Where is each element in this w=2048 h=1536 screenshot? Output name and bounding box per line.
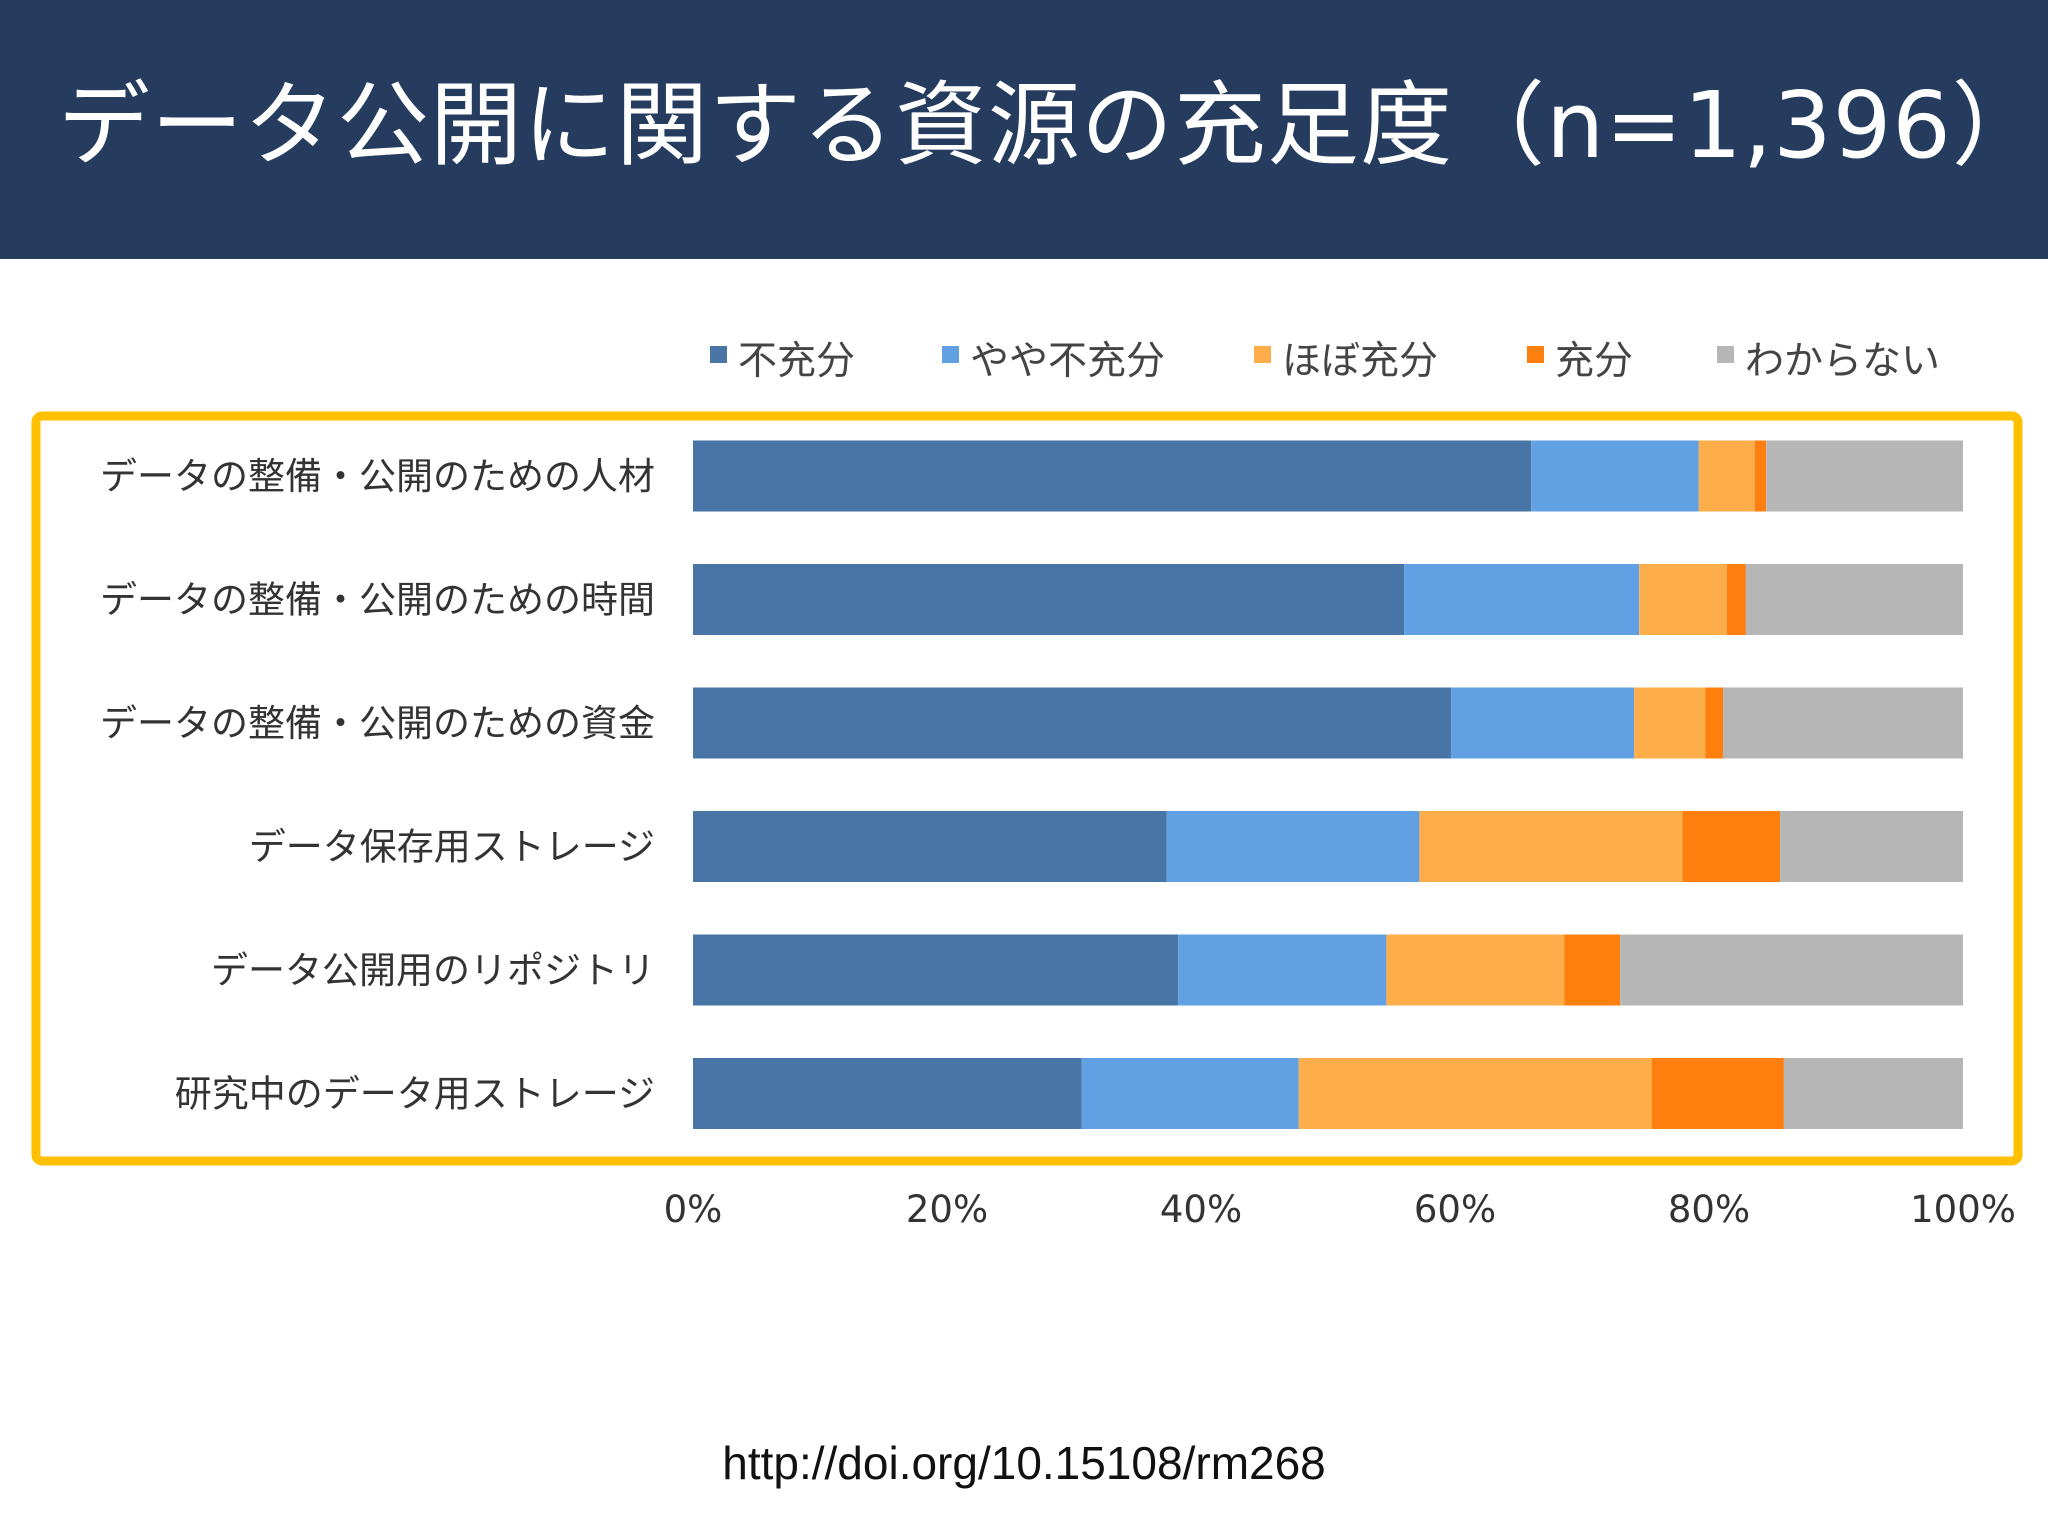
bar-segment-1-4	[1745, 564, 1963, 635]
bar-segment-3-4	[1780, 811, 1963, 882]
legend-label-1: やや不充分	[970, 339, 1165, 384]
bar-segment-2-0	[693, 687, 1452, 759]
bar-segment-5-2	[1298, 1058, 1652, 1129]
bar-area	[693, 440, 1963, 1129]
legend-item-4: わからない	[1717, 339, 1940, 384]
bar-segment-4-3	[1564, 934, 1621, 1006]
highlight-frame	[31, 411, 2023, 1166]
bar-segment-0-4	[1766, 440, 1963, 512]
bar-segment-4-1	[1178, 934, 1387, 1006]
bar-segment-3-2	[1419, 811, 1683, 882]
bar-segment-1-0	[693, 564, 1405, 635]
bar-row-2	[693, 687, 1963, 759]
bar-segment-2-1	[1451, 687, 1635, 759]
bar-segment-2-4	[1723, 687, 1963, 759]
legend-item-1: やや不充分	[942, 339, 1165, 384]
bar-segment-5-0	[693, 1058, 1082, 1129]
x-tick-label-4: 80%	[1668, 1188, 1750, 1231]
bar-segment-0-0	[693, 440, 1532, 512]
legend-label-2: ほぼ充分	[1282, 339, 1438, 384]
x-axis-ticks: 0% 20% 40% 60% 80% 100%	[664, 1188, 2016, 1231]
bar-segment-4-4	[1620, 934, 1963, 1006]
bar-segment-2-3	[1705, 687, 1723, 759]
bar-segment-2-2	[1634, 687, 1706, 759]
bar-segment-0-3	[1754, 440, 1767, 512]
bar-row-1	[693, 564, 1963, 635]
bar-segment-3-0	[693, 811, 1167, 882]
legend-swatch-2	[1254, 346, 1271, 363]
bar-row-3	[693, 811, 1963, 882]
bar-segment-4-0	[693, 934, 1179, 1006]
category-label-5: 研究中のデータ用ストレージ	[175, 1073, 655, 1116]
slide-title: データ公開に関する資源の充足度（n=1,396）	[58, 72, 2045, 179]
legend-swatch-3	[1527, 346, 1544, 363]
legend-item-3: 充分	[1527, 339, 1633, 384]
x-tick-label-2: 40%	[1160, 1188, 1242, 1231]
bar-row-4	[693, 934, 1963, 1006]
source-link[interactable]: http://doi.org/10.15108/rm268	[722, 1437, 1326, 1489]
bar-segment-1-1	[1404, 564, 1640, 635]
bar-segment-3-1	[1166, 811, 1420, 882]
bar-segment-1-3	[1726, 564, 1746, 635]
title-banner: データ公開に関する資源の充足度（n=1,396）	[0, 0, 2048, 259]
bar-segment-5-1	[1081, 1058, 1299, 1129]
legend-label-4: わからない	[1745, 339, 1940, 384]
legend-item-2: ほぼ充分	[1254, 339, 1438, 384]
bar-segment-5-4	[1783, 1058, 1963, 1129]
x-tick-label-0: 0%	[664, 1188, 723, 1231]
legend-swatch-1	[942, 346, 959, 363]
legend-item-0: 不充分	[710, 339, 855, 384]
legend-swatch-4	[1717, 346, 1734, 363]
category-label-1: データの整備・公開のための時間	[100, 579, 655, 622]
bar-segment-3-3	[1682, 811, 1781, 882]
bar-segment-0-1	[1531, 440, 1699, 512]
legend-swatch-0	[710, 346, 727, 363]
legend-label-3: 充分	[1555, 339, 1633, 384]
category-label-4: データ公開用のリポジトリ	[211, 949, 655, 992]
bar-segment-4-2	[1386, 934, 1565, 1006]
bar-segment-5-3	[1651, 1058, 1784, 1129]
x-tick-label-3: 60%	[1414, 1188, 1496, 1231]
bar-segment-0-2	[1698, 440, 1755, 512]
x-tick-label-5: 100%	[1910, 1188, 2016, 1231]
x-tick-label-1: 20%	[906, 1188, 988, 1231]
chart-legend: 不充分 やや不充分 ほぼ充分 充分 わからない	[710, 339, 1940, 384]
bar-row-5	[693, 1058, 1963, 1129]
bar-segment-1-2	[1639, 564, 1727, 635]
bar-row-0	[693, 440, 1963, 512]
category-label-2: データの整備・公開のための資金	[100, 702, 655, 745]
legend-label-0: 不充分	[738, 339, 855, 384]
category-label-3: データ保存用ストレージ	[249, 826, 655, 869]
category-labels: データの整備・公開のための人材データの整備・公開のための時間データの整備・公開の…	[100, 455, 655, 1116]
category-label-0: データの整備・公開のための人材	[100, 455, 655, 498]
